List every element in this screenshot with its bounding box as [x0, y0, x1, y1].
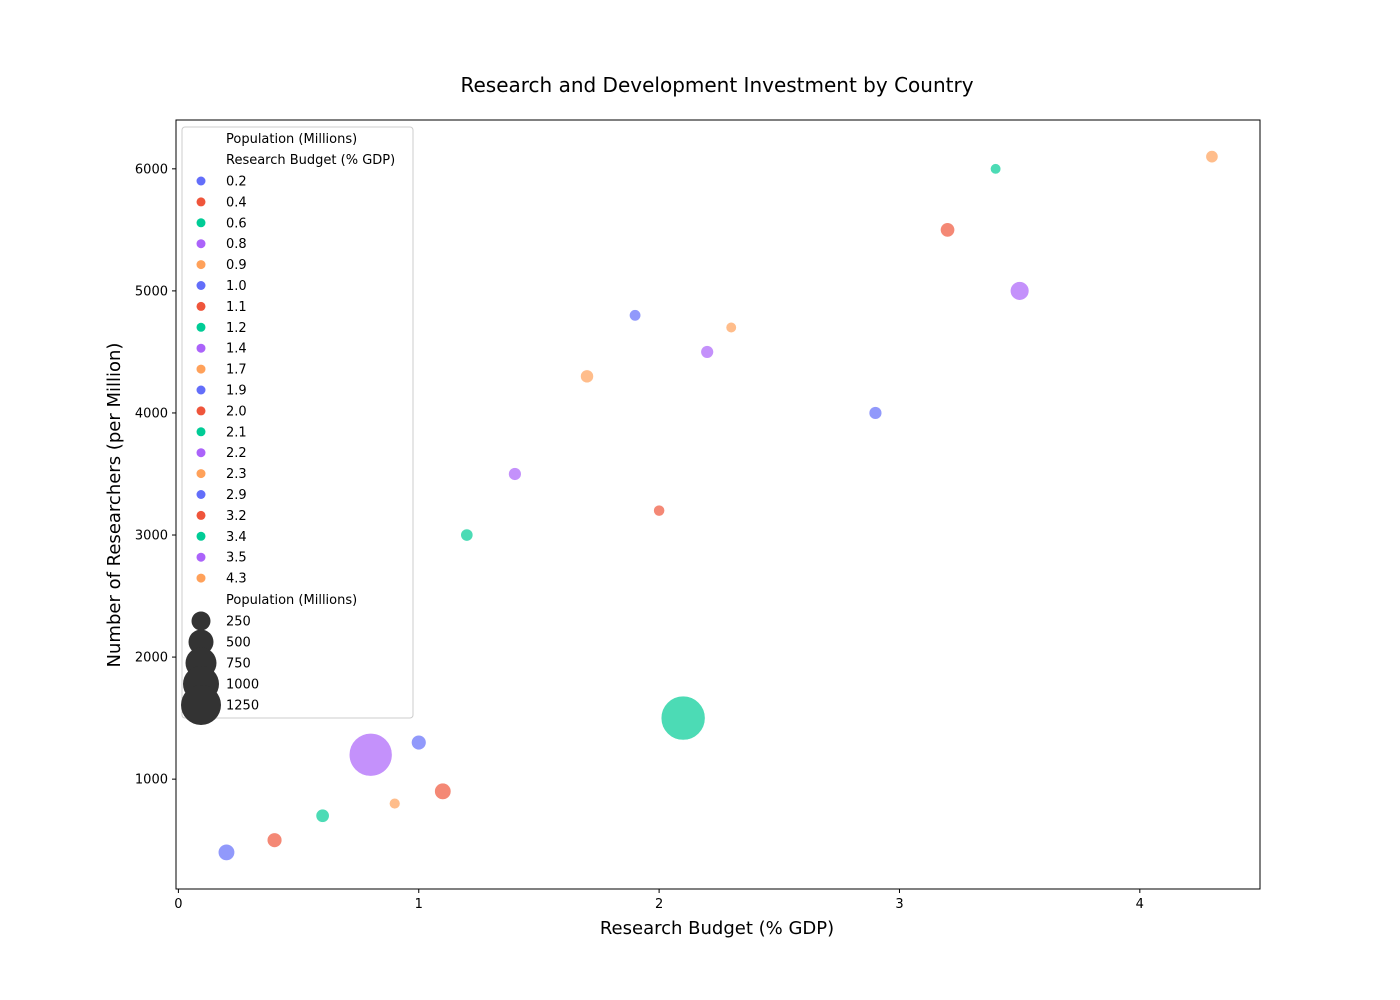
data-point	[508, 467, 522, 481]
y-tick-label: 4000	[135, 406, 168, 421]
legend-hue-label: 1.4	[226, 342, 247, 357]
data-point	[1009, 281, 1030, 301]
legend-hue-label: 1.7	[226, 363, 247, 378]
legend-hue-marker	[196, 448, 206, 458]
legend-hue-marker	[196, 301, 206, 311]
legend-size-label: 1250	[226, 699, 259, 714]
y-tick-label: 3000	[135, 529, 168, 544]
y-tick-label: 1000	[135, 773, 168, 788]
legend-size-label: 250	[226, 615, 251, 630]
data-point	[460, 528, 474, 542]
legend-hue-marker	[196, 552, 206, 562]
legend-hue-marker	[196, 531, 206, 541]
plot-area-frame	[175, 119, 1261, 890]
x-tick-label: 2	[655, 897, 663, 912]
y-tick-label: 6000	[135, 162, 168, 177]
legend-hue-label: 0.4	[226, 195, 247, 210]
legend-hue-label: 1.0	[226, 279, 247, 294]
data-point	[348, 732, 393, 777]
y-tick-label: 2000	[135, 651, 168, 666]
legend-hue-label: 1.1	[226, 300, 247, 315]
legend-hue-marker	[196, 281, 206, 290]
legend-size-marker	[191, 611, 211, 631]
legend-hue-marker	[196, 510, 206, 520]
legend-hue-marker	[196, 385, 206, 395]
data-point	[940, 222, 955, 238]
legend-hue-marker	[196, 322, 206, 332]
data-point	[700, 345, 714, 359]
legend-hue-marker	[196, 406, 206, 416]
legend-hue-label: 0.6	[226, 216, 247, 231]
legend-hue-marker	[196, 343, 206, 353]
y-axis-ticks: 1000 2000 3000 4000 5000 6000	[135, 162, 176, 788]
legend-hue-marker	[196, 573, 206, 583]
data-point	[580, 369, 594, 384]
legend-size-marker	[181, 685, 221, 725]
data-point	[990, 163, 1002, 175]
data-point	[660, 695, 706, 741]
legend-size-label: 750	[226, 657, 251, 672]
x-tick-label: 0	[174, 897, 182, 912]
data-point	[629, 309, 642, 322]
x-tick-label: 4	[1136, 897, 1144, 912]
legend-hue-label: 2.1	[226, 425, 247, 440]
legend-hue-marker	[196, 364, 206, 374]
legend-hue-label: 2.9	[226, 488, 247, 503]
legend-hue-marker	[196, 197, 206, 207]
data-point	[411, 734, 427, 751]
legend-hue-label: 3.5	[226, 551, 247, 566]
legend-hue-label: 2.2	[226, 446, 247, 461]
legend-hue-title: Research Budget (% GDP)	[226, 153, 395, 168]
data-point	[1205, 150, 1219, 164]
data-point	[315, 808, 330, 823]
x-axis-label: Research Budget (% GDP)	[600, 918, 834, 939]
x-axis-ticks: 0 1 2 3 4	[174, 889, 1144, 912]
legend-header: Population (Millions)	[226, 132, 357, 147]
legend-hue-label: 2.3	[226, 467, 247, 482]
legend-hue-marker	[196, 427, 206, 437]
data-point	[653, 504, 665, 517]
legend-hue-marker	[196, 490, 206, 499]
legend-hue-label: 1.2	[226, 321, 247, 336]
legend-size-marker	[188, 629, 214, 655]
chart-title: Research and Development Investment by C…	[460, 73, 973, 97]
data-point	[266, 832, 283, 848]
y-axis-label: Number of Researchers (per Million)	[104, 343, 125, 668]
x-tick-label: 3	[895, 897, 903, 912]
legend-size-label: 1000	[226, 678, 259, 693]
legend-size-title: Population (Millions)	[226, 593, 357, 608]
data-point	[434, 782, 452, 800]
data-point	[389, 797, 401, 810]
x-tick-label: 1	[415, 897, 423, 912]
y-tick-label: 5000	[135, 284, 168, 299]
data-points	[217, 150, 1219, 861]
legend: Population (Millions) Research Budget (% …	[181, 126, 414, 725]
legend-hue-label: 0.2	[226, 175, 247, 190]
legend-hue-label: 4.3	[226, 572, 247, 587]
legend-size-label: 500	[226, 636, 251, 651]
legend-hue-label: 0.9	[226, 258, 247, 273]
data-point	[725, 321, 737, 334]
legend-hue-marker	[196, 469, 206, 479]
legend-hue-label: 2.0	[226, 404, 247, 419]
legend-hue-label: 3.2	[226, 509, 247, 524]
legend-hue-marker	[196, 239, 206, 249]
legend-box	[181, 126, 414, 719]
legend-hue-label: 3.4	[226, 530, 247, 545]
legend-hue-marker	[196, 260, 206, 270]
data-point	[868, 406, 883, 420]
legend-hue-marker	[196, 176, 206, 186]
legend-hue-label: 0.8	[226, 237, 247, 252]
data-point	[217, 843, 235, 861]
legend-hue-marker	[196, 218, 206, 228]
legend-hue-label: 1.9	[226, 384, 247, 399]
